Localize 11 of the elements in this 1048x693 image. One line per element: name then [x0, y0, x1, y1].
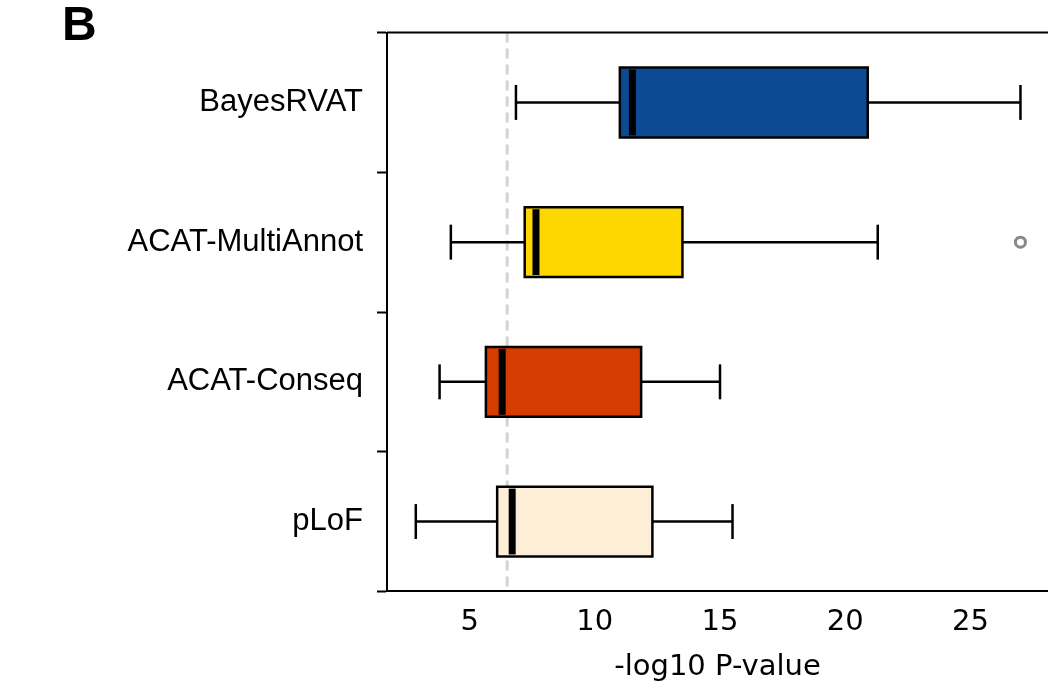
x-tick-label: 10: [576, 603, 614, 638]
x-tick-label: 25: [951, 603, 989, 638]
y-tick-label: ACAT-Conseq: [167, 362, 363, 398]
x-tick-label: 20: [826, 603, 864, 638]
text: B: [62, 0, 97, 50]
y-tick-label: ACAT-MultiAnnot: [127, 222, 364, 258]
x-axis-title: -log10 P-value: [614, 648, 821, 683]
x-tick-label: 5: [460, 603, 479, 638]
x-tick-label: 15: [701, 603, 739, 638]
y-tick-label: BayesRVAT: [199, 83, 364, 118]
y-tick-label: pLoF: [292, 502, 363, 538]
